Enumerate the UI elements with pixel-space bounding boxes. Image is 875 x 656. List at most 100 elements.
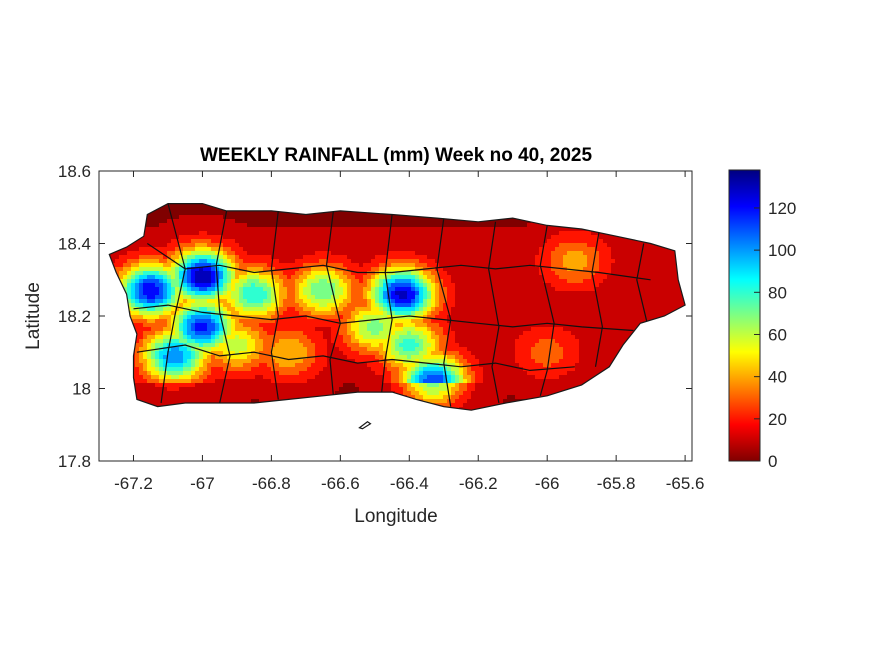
rainfall-cell: [243, 219, 248, 224]
rainfall-cell: [251, 239, 256, 244]
rainfall-cell: [287, 379, 292, 384]
rainfall-cell: [359, 239, 364, 244]
rainfall-cell: [203, 255, 208, 260]
rainfall-cell: [227, 303, 232, 308]
rainfall-cell: [195, 375, 200, 380]
rainfall-cell: [179, 275, 184, 280]
rainfall-cell: [203, 351, 208, 356]
rainfall-cell: [147, 383, 152, 388]
rainfall-cell: [331, 351, 336, 356]
rainfall-cell: [127, 283, 132, 288]
rainfall-cell: [339, 215, 344, 220]
rainfall-cell: [131, 259, 136, 264]
rainfall-cell: [251, 255, 256, 260]
rainfall-cell: [235, 387, 240, 392]
rainfall-cell: [175, 367, 180, 372]
rainfall-cell: [219, 223, 224, 228]
rainfall-cell: [171, 299, 176, 304]
rainfall-cell: [235, 331, 240, 336]
rainfall-cell: [259, 239, 264, 244]
rainfall-cell: [335, 347, 340, 352]
rainfall-cell: [287, 303, 292, 308]
rainfall-cell: [267, 367, 272, 372]
rainfall-cell: [175, 291, 180, 296]
rainfall-cell: [207, 307, 212, 312]
rainfall-cell: [255, 383, 260, 388]
rainfall-cell: [207, 295, 212, 300]
rainfall-cell: [347, 351, 352, 356]
rainfall-cell: [295, 363, 300, 368]
rainfall-cell: [219, 307, 224, 312]
rainfall-cell: [163, 347, 168, 352]
rainfall-cell: [143, 231, 148, 236]
rainfall-cell: [183, 387, 188, 392]
rainfall-cell: [195, 387, 200, 392]
rainfall-cell: [135, 387, 140, 392]
rainfall-cell: [315, 239, 320, 244]
rainfall-cell: [171, 315, 176, 320]
rainfall-cell: [259, 275, 264, 280]
rainfall-cell: [151, 295, 156, 300]
rainfall-cell: [363, 275, 368, 280]
rainfall-cell: [351, 219, 356, 224]
rainfall-cell: [143, 355, 148, 360]
rainfall-cell: [327, 211, 332, 216]
rainfall-cell: [223, 235, 228, 240]
rainfall-cell: [291, 247, 296, 252]
rainfall-cell: [211, 307, 216, 312]
rainfall-cell: [303, 311, 308, 316]
rainfall-cell: [239, 283, 244, 288]
rainfall-cell: [279, 255, 284, 260]
rainfall-cell: [179, 347, 184, 352]
rainfall-cell: [231, 287, 236, 292]
rainfall-cell: [271, 375, 276, 380]
rainfall-cell: [263, 387, 268, 392]
rainfall-cell: [151, 291, 156, 296]
rainfall-cell: [355, 247, 360, 252]
rainfall-cell: [367, 219, 372, 224]
rainfall-cell: [315, 315, 320, 320]
rainfall-cell: [207, 315, 212, 320]
rainfall-cell: [367, 223, 372, 228]
rainfall-cell: [159, 375, 164, 380]
rainfall-cell: [347, 279, 352, 284]
rainfall-cell: [207, 259, 212, 264]
rainfall-cell: [147, 259, 152, 264]
rainfall-cell: [295, 263, 300, 268]
rainfall-cell: [283, 315, 288, 320]
rainfall-cell: [251, 219, 256, 224]
rainfall-cell: [175, 363, 180, 368]
rainfall-cell: [127, 247, 132, 252]
rainfall-cell: [215, 359, 220, 364]
rainfall-cell: [195, 235, 200, 240]
rainfall-cell: [167, 355, 172, 360]
rainfall-cell: [367, 283, 372, 288]
rainfall-cell: [195, 215, 200, 220]
rainfall-cell: [171, 291, 176, 296]
rainfall-cell: [179, 359, 184, 364]
rainfall-cell: [159, 299, 164, 304]
rainfall-cell: [203, 391, 208, 396]
rainfall-cell: [363, 355, 368, 360]
rainfall-cell: [171, 235, 176, 240]
rainfall-cell: [147, 315, 152, 320]
rainfall-cell: [299, 319, 304, 324]
rainfall-cell: [275, 227, 280, 232]
rainfall-cell: [191, 375, 196, 380]
rainfall-cell: [271, 211, 276, 216]
rainfall-cell: [327, 347, 332, 352]
rainfall-cell: [159, 311, 164, 316]
rainfall-cell: [183, 227, 188, 232]
rainfall-cell: [231, 251, 236, 256]
rainfall-cell: [311, 383, 316, 388]
rainfall-cell: [355, 271, 360, 276]
rainfall-cell: [243, 399, 248, 404]
rainfall-cell: [179, 271, 184, 276]
rainfall-cell: [323, 227, 328, 232]
rainfall-cell: [335, 343, 340, 348]
rainfall-cell: [195, 379, 200, 384]
rainfall-cell: [263, 231, 268, 236]
rainfall-cell: [199, 243, 204, 248]
rainfall-cell: [199, 259, 204, 264]
rainfall-cell: [239, 299, 244, 304]
